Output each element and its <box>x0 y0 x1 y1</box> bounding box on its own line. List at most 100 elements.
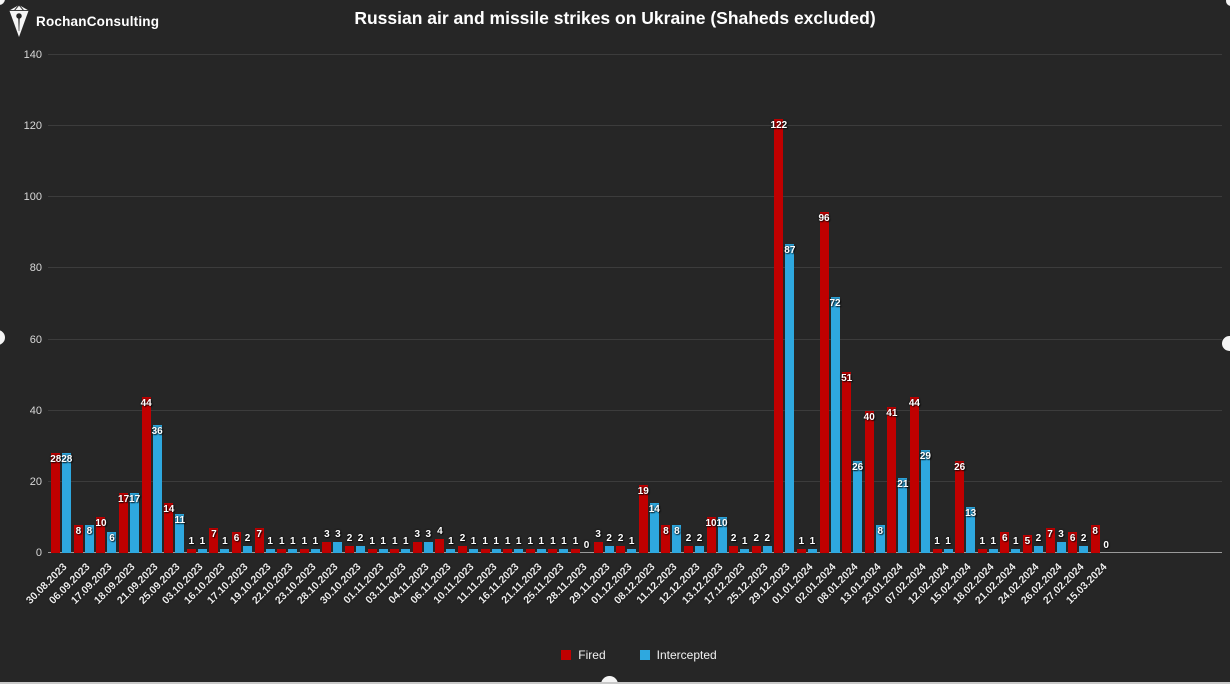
data-label: 1 <box>402 536 409 548</box>
data-label: 1 <box>289 536 296 548</box>
data-label: 1 <box>278 536 285 548</box>
data-label: 1 <box>741 536 748 548</box>
data-label: 2 <box>753 532 760 544</box>
bar-intercepted: 1 <box>1011 536 1021 553</box>
gridline <box>48 267 1222 269</box>
bar-intercepted: 26 <box>852 460 863 553</box>
data-label: 1 <box>301 536 308 548</box>
data-label: 6 <box>1069 532 1076 544</box>
bar-intercepted: 21 <box>897 478 908 553</box>
bar-fired: 6 <box>232 531 242 553</box>
data-label: 122 <box>770 120 788 132</box>
data-label: 7 <box>1047 529 1053 541</box>
bar-intercepted: 8 <box>84 524 94 553</box>
legend-label: Fired <box>578 648 606 662</box>
bar-intercepted: 28 <box>61 453 73 553</box>
data-label: 8 <box>86 525 93 537</box>
data-label: 28 <box>61 454 73 466</box>
data-label: 10 <box>705 518 717 530</box>
data-label: 3 <box>324 529 330 541</box>
y-tick-label: 60 <box>29 333 42 346</box>
viewer-next-dot[interactable] <box>1222 336 1230 351</box>
bar-intercepted: 72 <box>829 296 841 553</box>
data-label: 7 <box>256 529 262 541</box>
bar-group: 19 14 <box>637 55 660 553</box>
data-label: 28 <box>50 454 62 466</box>
bar-fired: 1 <box>299 536 309 553</box>
data-label: 17 <box>129 493 141 505</box>
bar-group: 122 87 <box>771 55 796 553</box>
data-label: 11 <box>174 514 186 526</box>
data-label: 1 <box>391 536 398 548</box>
viewer-dot-bottom-center[interactable] <box>601 676 618 684</box>
data-label: 1 <box>515 536 522 548</box>
bar-fired: 28 <box>50 453 62 553</box>
bottom-edge-strip <box>0 682 1230 684</box>
bar-fired: 122 <box>771 119 787 553</box>
data-label: 8 <box>674 525 680 537</box>
bar-fired: 1 <box>367 536 377 553</box>
bar-intercepted: 87 <box>784 243 795 553</box>
data-label: 0 <box>583 540 590 551</box>
data-label: 1 <box>945 536 951 548</box>
viewer-prev-dot[interactable] <box>0 330 5 345</box>
bar-fired: 2 <box>729 533 739 553</box>
bar-fired: 3 <box>593 529 603 553</box>
legend-item-intercepted[interactable]: Intercepted <box>639 648 717 662</box>
gridline <box>48 480 1222 482</box>
legend-item-fired[interactable]: Fired <box>561 648 606 662</box>
gridline <box>48 409 1222 411</box>
bar-group: 51 26 <box>841 55 864 553</box>
data-label: 3 <box>335 529 341 541</box>
data-label: 1 <box>1013 536 1019 548</box>
data-label: 8 <box>663 525 669 537</box>
y-tick-label: 120 <box>23 120 42 133</box>
bar-group: 10 6 <box>95 55 118 553</box>
viewer-dot-top-right[interactable] <box>1226 0 1230 6</box>
bar-intercepted: 2 <box>762 533 772 553</box>
data-label: 19 <box>637 486 649 498</box>
bar-intercepted: 3 <box>1056 529 1066 553</box>
data-label: 10 <box>716 518 728 530</box>
data-label: 1 <box>798 536 805 548</box>
bar-intercepted: 1 <box>740 536 750 553</box>
viewer-dot-top-left[interactable] <box>0 0 5 5</box>
bar-fired: 1 <box>390 536 400 553</box>
data-label: 2 <box>685 532 692 544</box>
data-label: 1 <box>809 536 816 548</box>
bar-intercepted: 1 <box>310 536 320 553</box>
data-label: 44 <box>140 397 152 409</box>
bar-fired: 7 <box>1045 528 1055 553</box>
gridline <box>48 196 1222 198</box>
data-label: 2 <box>730 532 737 544</box>
bar-intercepted: 14 <box>649 503 660 553</box>
data-label: 3 <box>425 529 432 541</box>
bar-intercepted: 1 <box>265 536 275 553</box>
bar-intercepted: 8 <box>875 524 885 553</box>
bar-intercepted: 1 <box>446 536 456 553</box>
brand-logo: RochanConsulting <box>8 4 159 38</box>
bar-intercepted: 2 <box>604 533 614 553</box>
bar-intercepted: 11 <box>174 513 186 553</box>
bar-group: 44 36 <box>140 55 163 553</box>
data-label: 36 <box>151 425 163 437</box>
data-label: 29 <box>919 450 931 462</box>
bar-fired: 44 <box>140 396 152 553</box>
data-label: 1 <box>934 536 940 548</box>
bar-fired: 1 <box>277 536 287 553</box>
data-label: 1 <box>188 536 195 548</box>
data-label: 40 <box>863 411 875 423</box>
data-label: 5 <box>1024 536 1031 548</box>
